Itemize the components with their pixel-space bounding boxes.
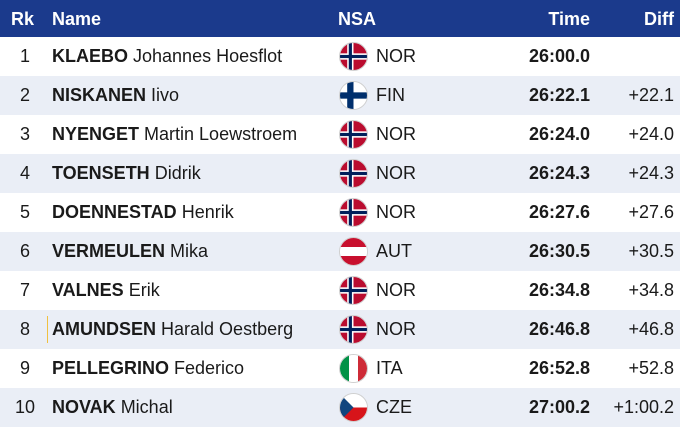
norway-flag-icon xyxy=(339,276,368,305)
athlete-first-name: Michal xyxy=(120,397,173,417)
time-cell: 26:30.5 xyxy=(528,241,590,261)
table-row[interactable]: 8 AMUNDSEN Harald Oestberg NOR 26:46.8 +46.8 xyxy=(0,310,680,349)
nsa-cell: AUT xyxy=(376,241,412,261)
norway-flag-icon xyxy=(339,159,368,188)
athlete-first-name: Harald Oestberg xyxy=(161,319,294,339)
diff-cell: +24.3 xyxy=(628,163,674,183)
row-highlight-marker xyxy=(47,316,48,343)
diff-cell: +52.8 xyxy=(628,358,674,378)
athlete-last-name: PELLEGRINO xyxy=(52,358,170,378)
time-cell: 26:22.1 xyxy=(528,85,590,105)
athlete-last-name: NOVAK xyxy=(52,397,116,417)
athlete-first-name: Henrik xyxy=(181,202,234,222)
athlete-name-cell[interactable]: AMUNDSEN Harald Oestberg xyxy=(52,310,293,349)
nsa-cell: NOR xyxy=(376,319,416,339)
rank-cell: 4 xyxy=(19,163,30,183)
athlete-name-cell[interactable]: VALNES Erik xyxy=(52,271,160,310)
athlete-first-name: Martin Loewstroem xyxy=(144,124,298,144)
athlete-name-cell[interactable]: PELLEGRINO Federico xyxy=(52,349,244,388)
table-row[interactable]: 9 PELLEGRINO Federico ITA 26:52.8 +52.8 xyxy=(0,349,680,388)
athlete-last-name: KLAEBO xyxy=(52,46,128,66)
table-row[interactable]: 5 DOENNESTAD Henrik NOR 26:27.6 +27.6 xyxy=(0,193,680,232)
czech-flag-icon xyxy=(339,393,368,422)
time-cell: 26:34.8 xyxy=(528,280,590,300)
norway-flag-icon xyxy=(339,120,368,149)
time-cell: 26:27.6 xyxy=(528,202,590,222)
rank-cell: 3 xyxy=(19,124,30,144)
nsa-cell: ITA xyxy=(376,358,403,378)
athlete-name-cell[interactable]: KLAEBO Johannes Hoesflot xyxy=(52,37,282,76)
athlete-last-name: TOENSETH xyxy=(52,163,150,183)
nsa-cell: FIN xyxy=(376,85,405,105)
diff-cell: +27.6 xyxy=(628,202,674,222)
table-body: 1 KLAEBO Johannes Hoesflot NOR 26:00.0 2 NISK… xyxy=(0,37,680,427)
athlete-name-cell[interactable]: NISKANEN Iivo xyxy=(52,76,179,115)
norway-flag-icon xyxy=(339,315,368,344)
rank-cell: 8 xyxy=(19,319,30,339)
rank-cell: 7 xyxy=(19,280,30,300)
athlete-name-cell[interactable]: DOENNESTAD Henrik xyxy=(52,193,234,232)
rank-cell: 6 xyxy=(19,241,30,261)
athlete-last-name: NISKANEN xyxy=(52,85,147,105)
rank-cell: 1 xyxy=(19,46,30,66)
table-row[interactable]: 10 NOVAK Michal CZE 27:00.2 +1:00.2 xyxy=(0,388,680,427)
table-header: Rk Name NSA Time Diff xyxy=(0,0,680,37)
table-row[interactable]: 6 VERMEULEN Mika AUT 26:30.5 +30.5 xyxy=(0,232,680,271)
diff-cell: +46.8 xyxy=(628,319,674,339)
athlete-first-name: Erik xyxy=(128,280,160,300)
nsa-cell: CZE xyxy=(376,397,412,417)
table-row[interactable]: 7 VALNES Erik NOR 26:34.8 +34.8 xyxy=(0,271,680,310)
diff-cell: +34.8 xyxy=(628,280,674,300)
athlete-last-name: DOENNESTAD xyxy=(52,202,177,222)
norway-flag-icon xyxy=(339,42,368,71)
rank-cell: 9 xyxy=(19,358,30,378)
athlete-name-cell[interactable]: VERMEULEN Mika xyxy=(52,232,208,271)
athlete-last-name: VERMEULEN xyxy=(52,241,166,261)
athlete-first-name: Mika xyxy=(170,241,209,261)
athlete-name-cell[interactable]: TOENSETH Didrik xyxy=(52,154,201,193)
norway-flag-icon xyxy=(339,198,368,227)
header-diff: Diff xyxy=(644,9,674,29)
athlete-first-name: Iivo xyxy=(151,85,180,105)
table-row[interactable]: 4 TOENSETH Didrik NOR 26:24.3 +24.3 xyxy=(0,154,680,193)
diff-cell: +22.1 xyxy=(628,85,674,105)
nsa-cell: NOR xyxy=(376,163,416,183)
italy-flag-icon xyxy=(339,354,368,383)
athlete-name-cell[interactable]: NYENGET Martin Loewstroem xyxy=(52,115,297,154)
athlete-first-name: Didrik xyxy=(154,163,201,183)
time-cell: 26:24.0 xyxy=(528,124,590,144)
header-time: Time xyxy=(548,9,590,29)
diff-cell: +24.0 xyxy=(628,124,674,144)
athlete-first-name: Johannes Hoesflot xyxy=(133,46,283,66)
rank-cell: 10 xyxy=(14,397,36,417)
austria-flag-icon xyxy=(339,237,368,266)
header-rank: Rk xyxy=(11,9,35,29)
rank-cell: 2 xyxy=(19,85,30,105)
nsa-cell: NOR xyxy=(376,124,416,144)
athlete-last-name: NYENGET xyxy=(52,124,140,144)
table-row[interactable]: 2 NISKANEN Iivo FIN 26:22.1 +22.1 xyxy=(0,76,680,115)
athlete-first-name: Federico xyxy=(174,358,245,378)
rank-cell: 5 xyxy=(19,202,30,222)
diff-cell: +1:00.2 xyxy=(613,397,674,417)
header-nsa: NSA xyxy=(338,9,377,29)
header-name: Name xyxy=(52,9,102,29)
time-cell: 27:00.2 xyxy=(528,397,590,417)
athlete-last-name: VALNES xyxy=(52,280,124,300)
nsa-cell: NOR xyxy=(376,202,416,222)
time-cell: 26:52.8 xyxy=(528,358,590,378)
finland-flag-icon xyxy=(339,81,368,110)
athlete-last-name: AMUNDSEN xyxy=(52,319,157,339)
time-cell: 26:24.3 xyxy=(528,163,590,183)
time-cell: 26:46.8 xyxy=(528,319,590,339)
time-cell: 26:00.0 xyxy=(528,46,590,66)
table-row[interactable]: 1 KLAEBO Johannes Hoesflot NOR 26:00.0 xyxy=(0,37,680,76)
diff-cell: +30.5 xyxy=(628,241,674,261)
table-row[interactable]: 3 NYENGET Martin Loewstroem NOR 26:24.0 +24.… xyxy=(0,115,680,154)
nsa-cell: NOR xyxy=(376,280,416,300)
nsa-cell: NOR xyxy=(376,46,416,66)
athlete-name-cell[interactable]: NOVAK Michal xyxy=(52,388,173,427)
